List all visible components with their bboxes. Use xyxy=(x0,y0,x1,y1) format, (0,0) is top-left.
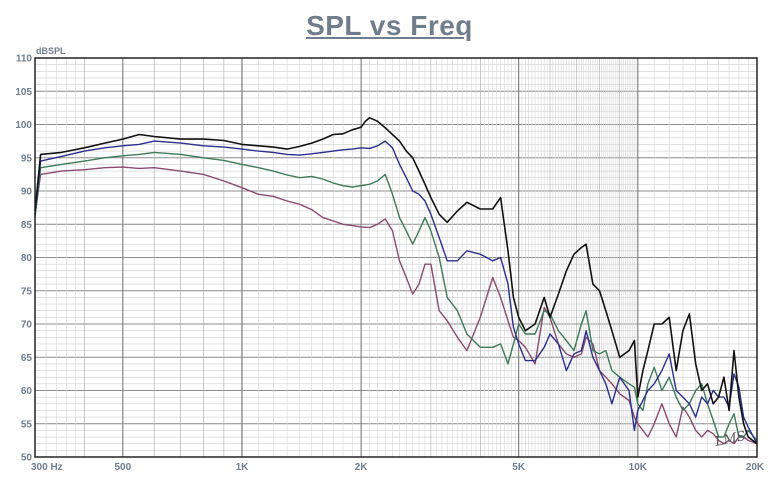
x-tick-label: 5K xyxy=(512,462,526,473)
x-tick-label: 2K xyxy=(355,462,369,473)
y-tick-label: 50 xyxy=(21,453,33,464)
y-tick-label: 90 xyxy=(21,187,33,198)
y-tick-label: 55 xyxy=(21,419,33,430)
y-tick-label: 85 xyxy=(21,220,33,231)
series-layer xyxy=(34,117,758,445)
y-tick-label: 60 xyxy=(21,386,33,397)
y-tick-label: 75 xyxy=(21,286,33,297)
grid xyxy=(35,58,757,457)
y-axis-label: dBSPL xyxy=(36,46,66,56)
x-tick-label: 20K xyxy=(746,462,765,473)
y-tick-label: 100 xyxy=(15,120,32,131)
y-tick-label: 80 xyxy=(21,253,33,264)
series-line-3 xyxy=(34,151,758,441)
plot-border xyxy=(34,57,758,458)
x-tick-label: 1K xyxy=(236,462,250,473)
y-axis-ticks: 50 55 60 65 70 75 80 85 90 95 100 105 110 xyxy=(15,54,32,464)
series-line-1 xyxy=(34,117,758,445)
series-line-4 xyxy=(34,166,758,445)
x-tick-label: 300 Hz xyxy=(31,462,63,473)
y-tick-label: 105 xyxy=(15,87,32,98)
x-tick-label: 10K xyxy=(629,462,648,473)
x-tick-label: 500 xyxy=(114,462,131,473)
series-line-2 xyxy=(34,140,758,445)
y-tick-label: 95 xyxy=(21,153,33,164)
lms-watermark: LMS xyxy=(713,429,747,450)
chart-title: SPL vs Freq xyxy=(306,10,473,41)
y-tick-label: 110 xyxy=(16,54,33,65)
x-axis-ticks: 300 Hz 500 1K 2K 5K 10K 20K xyxy=(31,462,765,473)
y-tick-label: 70 xyxy=(21,320,33,331)
y-tick-label: 65 xyxy=(21,353,33,364)
